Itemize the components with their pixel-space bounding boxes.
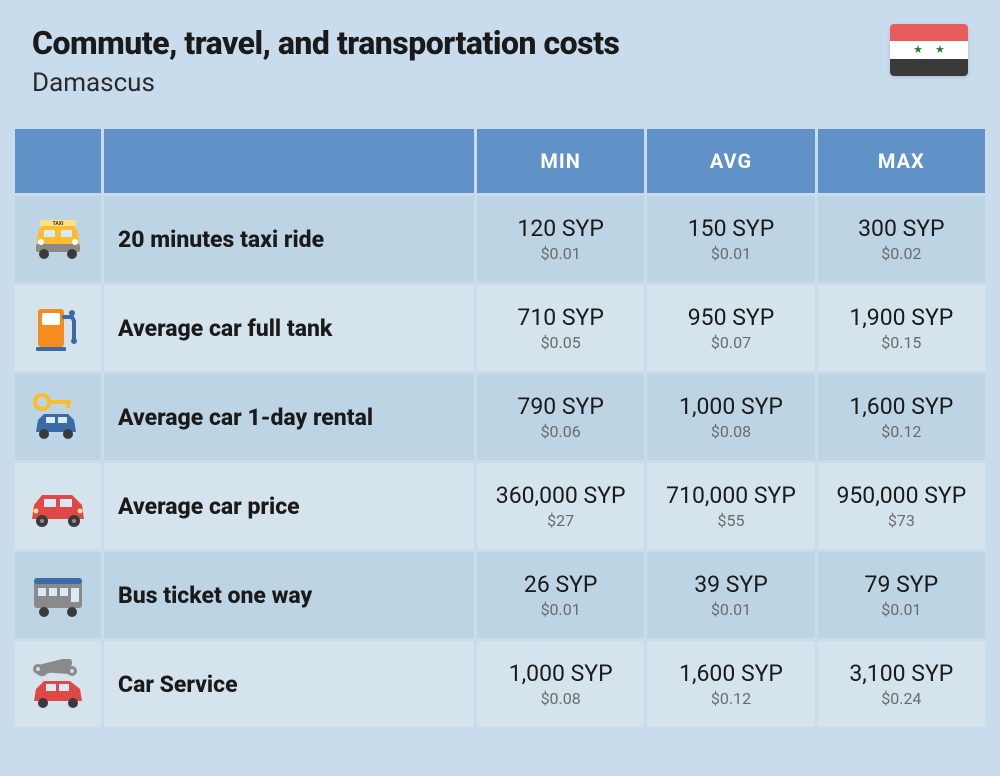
- value-usd: $0.15: [828, 333, 975, 352]
- value-usd: $73: [828, 511, 975, 530]
- cell-avg: 950 SYP $0.07: [647, 285, 814, 371]
- cell-max: 79 SYP $0.01: [818, 552, 985, 638]
- icon-cell: [15, 285, 101, 371]
- cell-max: 1,600 SYP $0.12: [818, 374, 985, 460]
- value-local: 710 SYP: [487, 304, 634, 331]
- th-min: MIN: [477, 129, 644, 193]
- value-usd: $0.01: [657, 600, 804, 619]
- car-service-icon: [28, 659, 88, 709]
- value-local: 39 SYP: [657, 571, 804, 598]
- cell-avg: 150 SYP $0.01: [647, 196, 814, 282]
- table-row: Average car 1-day rental 790 SYP $0.06 1,00…: [15, 374, 985, 460]
- value-local: 1,000 SYP: [487, 660, 634, 687]
- value-local: 1,000 SYP: [657, 393, 804, 420]
- cell-avg: 39 SYP $0.01: [647, 552, 814, 638]
- page-subtitle: Damascus: [32, 68, 619, 98]
- flag-star-icon: ★: [935, 43, 945, 56]
- cell-max: 300 SYP $0.02: [818, 196, 985, 282]
- cell-min: 26 SYP $0.01: [477, 552, 644, 638]
- th-label: [104, 129, 474, 193]
- flag-syria: ★ ★: [890, 24, 968, 76]
- cell-min: 790 SYP $0.06: [477, 374, 644, 460]
- value-usd: $0.02: [828, 244, 975, 263]
- header: Commute, travel, and transportation cost…: [12, 24, 988, 126]
- car-rental-icon: [28, 392, 88, 442]
- cell-avg: 1,000 SYP $0.08: [647, 374, 814, 460]
- table-row: Car Service 1,000 SYP $0.08 1,600 SYP $0.12 3…: [15, 641, 985, 727]
- value-usd: $0.01: [657, 244, 804, 263]
- cell-min: 710 SYP $0.05: [477, 285, 644, 371]
- cell-max: 950,000 SYP $73: [818, 463, 985, 549]
- value-usd: $0.06: [487, 422, 634, 441]
- flag-stripe-red: [890, 24, 968, 41]
- th-avg: AVG: [647, 129, 814, 193]
- costs-table: MIN AVG MAX TAXI 20 minutes taxi ride120…: [12, 126, 988, 730]
- flag-star-icon: ★: [913, 43, 923, 56]
- table-row: Bus ticket one way 26 SYP $0.01 39 SYP $0.01…: [15, 552, 985, 638]
- value-local: 1,600 SYP: [828, 393, 975, 420]
- icon-cell: [15, 641, 101, 727]
- value-local: 1,600 SYP: [657, 660, 804, 687]
- value-usd: $0.08: [487, 689, 634, 708]
- value-usd: $0.05: [487, 333, 634, 352]
- flag-stripe-black: [890, 59, 968, 76]
- cell-avg: 710,000 SYP $55: [647, 463, 814, 549]
- cell-max: 3,100 SYP $0.24: [818, 641, 985, 727]
- value-local: 79 SYP: [828, 571, 975, 598]
- row-label: 20 minutes taxi ride: [104, 196, 474, 282]
- value-usd: $0.01: [487, 244, 634, 263]
- value-local: 360,000 SYP: [487, 482, 634, 509]
- th-icon: [15, 129, 101, 193]
- car-icon: [28, 481, 88, 531]
- page-title: Commute, travel, and transportation cost…: [32, 24, 619, 62]
- icon-cell: TAXI: [15, 196, 101, 282]
- row-label: Average car price: [104, 463, 474, 549]
- cell-avg: 1,600 SYP $0.12: [647, 641, 814, 727]
- flag-stripe-white: ★ ★: [890, 41, 968, 58]
- table-row: Average car price 360,000 SYP $27 710,000 S…: [15, 463, 985, 549]
- value-usd: $0.08: [657, 422, 804, 441]
- value-usd: $55: [657, 511, 804, 530]
- value-local: 26 SYP: [487, 571, 634, 598]
- icon-cell: [15, 552, 101, 638]
- value-usd: $0.01: [487, 600, 634, 619]
- value-usd: $0.12: [828, 422, 975, 441]
- value-local: 710,000 SYP: [657, 482, 804, 509]
- value-local: 300 SYP: [828, 215, 975, 242]
- value-usd: $0.01: [828, 600, 975, 619]
- row-label: Car Service: [104, 641, 474, 727]
- value-local: 790 SYP: [487, 393, 634, 420]
- row-label: Average car full tank: [104, 285, 474, 371]
- value-local: 950 SYP: [657, 304, 804, 331]
- value-local: 1,900 SYP: [828, 304, 975, 331]
- taxi-icon: TAXI: [28, 214, 88, 264]
- value-usd: $0.07: [657, 333, 804, 352]
- title-block: Commute, travel, and transportation cost…: [32, 24, 619, 98]
- th-max: MAX: [818, 129, 985, 193]
- cell-min: 120 SYP $0.01: [477, 196, 644, 282]
- cell-max: 1,900 SYP $0.15: [818, 285, 985, 371]
- value-usd: $0.12: [657, 689, 804, 708]
- value-usd: $0.24: [828, 689, 975, 708]
- row-label: Average car 1-day rental: [104, 374, 474, 460]
- table-row: TAXI 20 minutes taxi ride120 SYP$0.01150…: [15, 196, 985, 282]
- cell-min: 360,000 SYP $27: [477, 463, 644, 549]
- value-usd: $27: [487, 511, 634, 530]
- fuel-pump-icon: [28, 303, 88, 353]
- table-row: Average car full tank 710 SYP $0.05 950 SYP…: [15, 285, 985, 371]
- cell-min: 1,000 SYP $0.08: [477, 641, 644, 727]
- value-local: 150 SYP: [657, 215, 804, 242]
- row-label: Bus ticket one way: [104, 552, 474, 638]
- value-local: 950,000 SYP: [828, 482, 975, 509]
- icon-cell: [15, 463, 101, 549]
- bus-icon: [28, 570, 88, 620]
- value-local: 120 SYP: [487, 215, 634, 242]
- icon-cell: [15, 374, 101, 460]
- value-local: 3,100 SYP: [828, 660, 975, 687]
